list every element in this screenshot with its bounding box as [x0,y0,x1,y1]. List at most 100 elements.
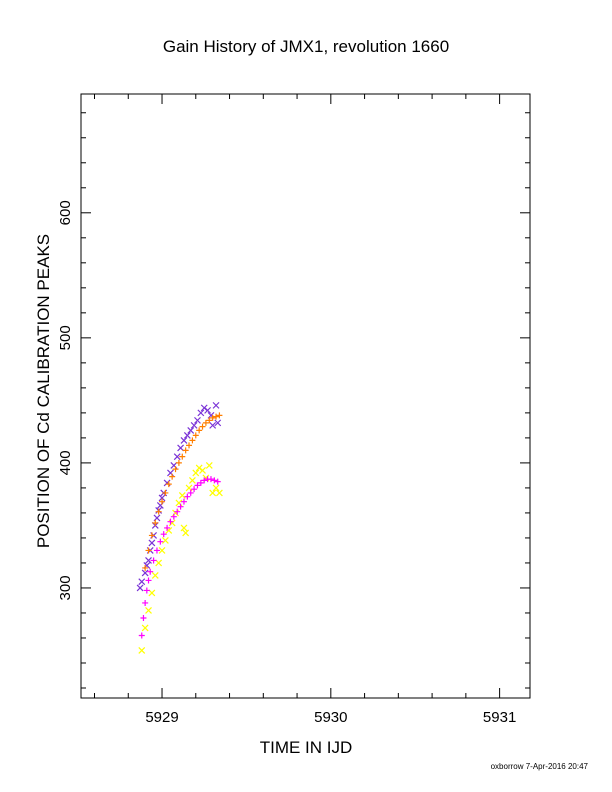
axis-tick-labels: 5929 5930 5931 300 400 500 600 [57,200,516,726]
series-4 [138,476,221,639]
data-point [157,538,164,545]
data-point [209,421,217,429]
data-point [167,518,174,525]
data-point [197,409,205,417]
data-point [142,599,149,606]
y-tick-label: 600 [57,200,74,225]
data-point [199,423,206,430]
data-point [192,432,199,439]
data-point [215,489,223,497]
data-point [138,632,145,639]
data-point [187,489,194,496]
data-point [170,513,177,520]
data-point [165,481,172,488]
data-point [159,498,166,505]
data-point [158,547,166,554]
data-point [196,427,203,434]
axis-ticks [81,94,530,698]
data-point [188,476,196,484]
data-point [143,587,150,594]
data-point [202,419,209,426]
data-point [204,406,212,414]
data-point [180,498,187,505]
data-point [214,478,221,485]
data-point [140,614,147,621]
x-tick-label: 5929 [145,709,178,726]
data-point [148,532,155,539]
data-point [145,547,152,554]
plot-frame [80,93,531,699]
data-point [161,537,169,544]
data-point [194,482,201,489]
series-2 [142,412,223,571]
data-point [173,453,181,461]
data-point [141,624,149,632]
data-point [145,577,152,584]
footer-stamp: oxborrow 7-Apr-2016 20:47 [491,762,589,771]
data-point [148,589,156,597]
data-point [177,503,184,510]
data-point [199,466,206,474]
data-point [151,572,159,579]
data-point [200,404,208,412]
data-point [169,473,176,480]
data-point [162,489,169,496]
data-point [182,447,189,454]
data-point [153,514,161,522]
data-point [192,469,200,477]
y-axis-label: POSITION OF Cd CALIBRATION PEAKS [34,234,53,548]
data-point [211,477,218,484]
chart-title: Gain History of JMX1, revolution 1660 [163,37,449,56]
data-point [205,461,213,469]
data-point [189,437,196,444]
data-point [190,421,198,429]
data-point [209,489,217,497]
data-point [207,476,214,483]
data-point [201,477,208,484]
data-point [175,459,182,466]
data-point [214,419,222,427]
data-point [155,559,163,567]
data-point [180,524,188,532]
data-point [158,494,166,502]
series-1 [136,401,222,592]
data-point [164,524,171,531]
data-point [178,491,186,499]
data-point [212,484,220,492]
data-point [184,493,191,500]
data-point [152,519,159,526]
data-point [138,647,146,654]
x-tick-label: 5930 [314,709,347,726]
data-point [138,578,146,586]
data-point [191,486,198,493]
data-point [136,584,144,592]
data-point [187,426,195,434]
data-point [141,569,149,577]
data-point [213,413,220,420]
data-point [186,442,193,449]
data-point [195,464,203,472]
x-axis-label: TIME IN IJD [260,738,353,757]
data-point [160,531,167,538]
data-point [172,466,179,473]
data-point [216,412,223,419]
series-3 [138,461,223,654]
data-point [212,401,220,409]
data-points [136,401,223,654]
data-point [145,607,152,614]
x-tick-label: 5931 [483,709,516,726]
data-point [206,417,213,424]
data-point [185,484,193,492]
data-point [180,436,188,444]
data-point [183,431,191,439]
data-point [177,444,185,452]
data-point [209,414,216,421]
data-point [150,557,157,564]
data-point [142,564,149,571]
data-point [174,508,181,515]
data-point [153,547,160,554]
y-tick-label: 500 [57,325,74,350]
y-tick-label: 400 [57,450,74,475]
data-point [148,539,156,547]
